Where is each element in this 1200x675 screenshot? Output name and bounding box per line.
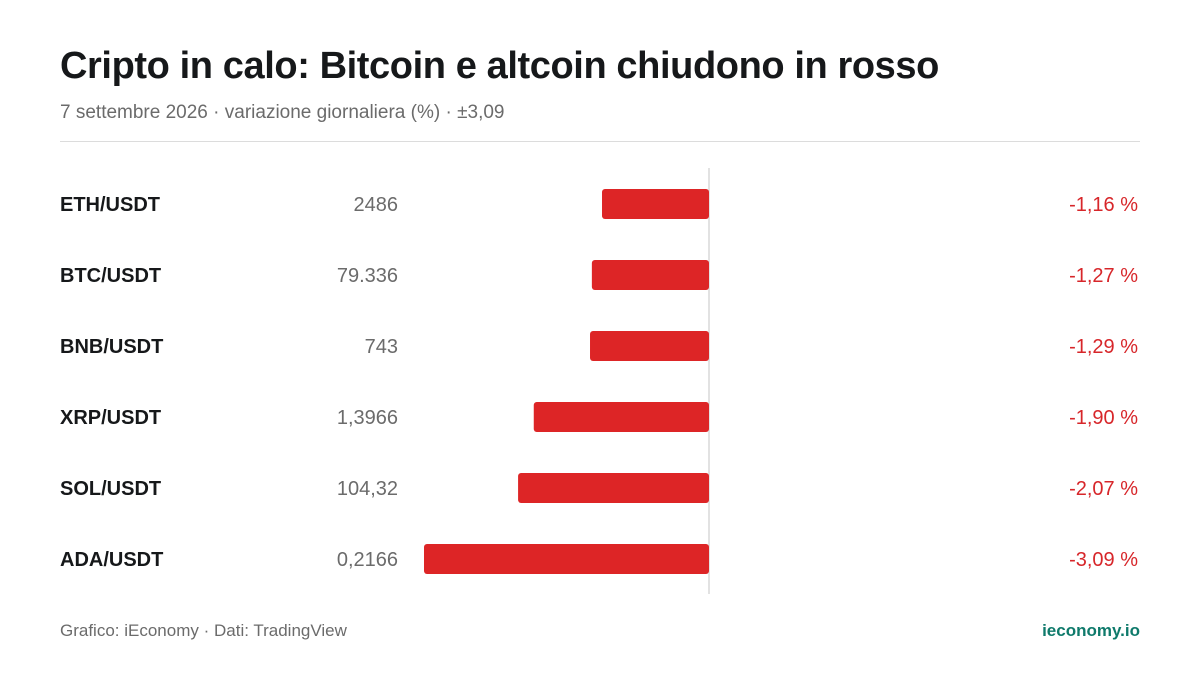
bar — [424, 544, 709, 574]
chart-title: Cripto in calo: Bitcoin e altcoin chiudo… — [60, 45, 939, 87]
pair-label: BTC/USDT — [60, 265, 161, 287]
change-label: -1,29 % — [1069, 336, 1138, 358]
change-label: -1,27 % — [1069, 265, 1138, 287]
bar — [533, 402, 709, 432]
price-label: 104,32 — [337, 478, 398, 500]
price-label: 743 — [365, 336, 398, 358]
chart-subtitle: 7 settembre 2026 · variazione giornalier… — [60, 102, 505, 123]
pair-label: ETH/USDT — [60, 194, 160, 216]
pair-label: XRP/USDT — [60, 407, 161, 429]
price-label: 2486 — [354, 194, 399, 216]
bar — [591, 260, 709, 290]
brand-link[interactable]: ieconomy.io — [1042, 621, 1140, 640]
price-label: 1,3966 — [337, 407, 398, 429]
bar — [602, 189, 709, 219]
pair-label: BNB/USDT — [60, 336, 163, 358]
price-label: 79.336 — [337, 265, 398, 287]
pair-label: SOL/USDT — [60, 478, 161, 500]
bar — [590, 331, 709, 361]
bar — [518, 473, 709, 503]
source-credit: Grafico: iEconomy · Dati: TradingView — [60, 621, 347, 640]
price-label: 0,2166 — [337, 549, 398, 571]
change-label: -1,90 % — [1069, 407, 1138, 429]
pair-label: ADA/USDT — [60, 549, 163, 571]
change-label: -2,07 % — [1069, 478, 1138, 500]
change-label: -1,16 % — [1069, 194, 1138, 216]
header-divider — [60, 141, 1140, 142]
change-label: -3,09 % — [1069, 549, 1138, 571]
